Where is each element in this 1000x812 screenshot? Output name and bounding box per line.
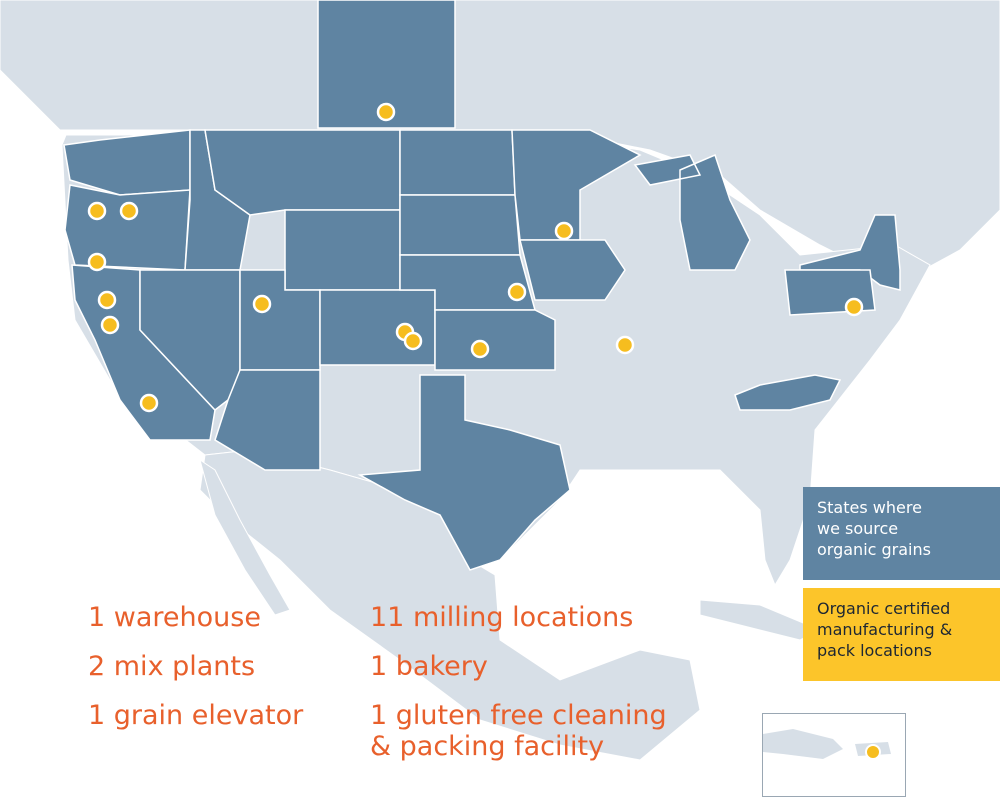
facility-marker: [119, 201, 139, 221]
facility-marker: [470, 339, 490, 359]
puerto-rico-inset: [762, 713, 906, 797]
legend-facilities-line1: Organic certified: [817, 599, 951, 618]
iowa: [519, 239, 626, 301]
facility-marker: [87, 252, 107, 272]
north-carolina: [734, 374, 842, 411]
north-dakota: [399, 129, 516, 196]
facility-marker: [139, 393, 159, 413]
inset-map: [763, 729, 891, 760]
facility-marker: [100, 315, 120, 335]
colorado: [319, 289, 436, 366]
minnesota: [511, 129, 642, 241]
saskatchewan: [317, 0, 456, 129]
facility-marker: [865, 744, 881, 760]
legend-grains-line2: we source: [817, 519, 899, 538]
canada-land: [0, 0, 1000, 281]
legend-facilities-line3: pack locations: [817, 641, 932, 660]
facility-marker: [87, 201, 107, 221]
oregon: [64, 184, 191, 271]
stat-gluten-free-line1: 1 gluten free cleaning: [370, 700, 667, 731]
facility-marker: [97, 290, 117, 310]
legend-facilities: Organic certified manufacturing & pack l…: [803, 588, 1000, 681]
stat-gluten-free-line2: & packing facility: [370, 731, 605, 762]
facility-marker: [844, 297, 864, 317]
wyoming: [284, 209, 401, 291]
montana: [204, 129, 401, 216]
facility-marker: [615, 335, 635, 355]
facility-marker: [554, 221, 574, 241]
arizona: [214, 369, 321, 471]
facility-marker: [252, 294, 272, 314]
legend-grains-line1: States where: [817, 498, 922, 517]
stat-milling: 11 milling locations: [370, 602, 634, 633]
south-dakota: [399, 194, 521, 256]
hispaniola-land: [763, 729, 843, 759]
legend-sourced-states: States where we source organic grains: [803, 487, 1000, 580]
facility-markers: [87, 102, 864, 413]
sourced-states: [63, 0, 901, 571]
texas: [357, 374, 571, 571]
legend-grains-line3: organic grains: [817, 540, 931, 559]
cuba-land: [699, 599, 822, 641]
stat-bakery: 1 bakery: [370, 651, 488, 682]
stat-grain-elevator: 1 grain elevator: [88, 700, 304, 731]
stat-warehouse: 1 warehouse: [88, 602, 261, 633]
kansas: [434, 309, 556, 371]
facility-marker: [376, 102, 396, 122]
legend-facilities-line2: manufacturing &: [817, 620, 953, 639]
baja-land: [199, 458, 291, 616]
stat-mix-plants: 2 mix plants: [88, 651, 256, 682]
michigan: [633, 153, 751, 271]
facility-marker: [507, 282, 527, 302]
facility-marker: [403, 331, 423, 351]
